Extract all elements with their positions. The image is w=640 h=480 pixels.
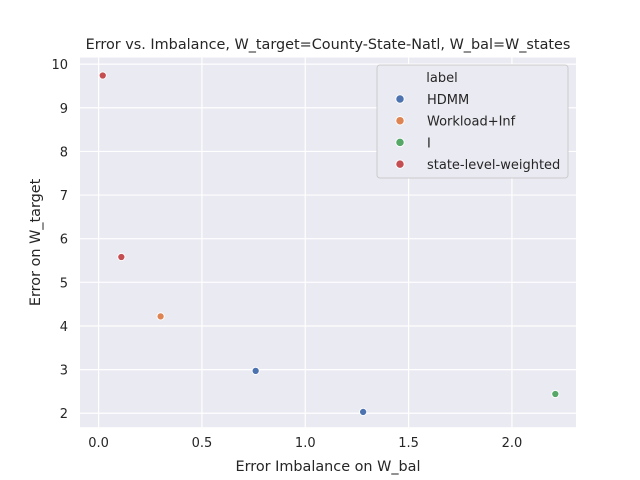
- legend-label-hdmm: HDMM: [427, 93, 469, 108]
- x-tick-label: 0.0: [88, 436, 109, 451]
- point-state-level-weighted: [98, 71, 107, 80]
- x-tick-label: 2.0: [502, 436, 523, 451]
- legend-label-workload-inf: Workload+Inf: [427, 115, 516, 130]
- y-tick-label: 10: [51, 58, 68, 73]
- y-tick-label: 2: [60, 407, 68, 422]
- point-hdmm: [251, 366, 260, 375]
- legend-box: [376, 64, 569, 179]
- y-gridlines: [80, 63, 576, 414]
- y-tick-label: 4: [60, 320, 68, 335]
- x-tick-label: 1.5: [398, 436, 419, 451]
- y-tick-label: 6: [60, 233, 68, 248]
- y-tick-label: 3: [60, 364, 68, 379]
- x-tick-label: 1.0: [295, 436, 316, 451]
- legend-marker-workload-inf: [395, 116, 405, 126]
- y-tick-labels: 2 3 4 5 6 7 8 9 10: [51, 58, 68, 422]
- y-tick-label: 8: [60, 145, 68, 160]
- x-tick-label: 0.5: [192, 436, 213, 451]
- y-tick-label: 7: [60, 189, 68, 204]
- data-points: [98, 71, 560, 416]
- legend-label-state-level-weighted: state-level-weighted: [427, 158, 560, 173]
- point-hdmm: [359, 407, 368, 416]
- legend-marker-hdmm: [395, 94, 405, 104]
- legend-marker-state-level-weighted: [395, 159, 405, 169]
- legend-marker-i: [395, 137, 405, 148]
- legend: label HDMM Workload+Inf Istate-level-weigh…: [376, 64, 569, 179]
- x-tick-labels: 0.0 0.5 1.0 1.5 2.0: [88, 436, 522, 451]
- point-workload-inf: [156, 312, 165, 321]
- y-axis-label: Error on W_target: [28, 178, 44, 306]
- x-axis-label: Error Imbalance on W_bal: [235, 459, 420, 475]
- chart-title: Error vs. Imbalance, W_target=County-Sta…: [86, 37, 571, 53]
- point-i: [551, 389, 560, 399]
- legend-title: label: [426, 71, 457, 86]
- legend-label-i: I: [427, 136, 431, 151]
- y-tick-label: 5: [60, 276, 68, 291]
- y-tick-label: 9: [60, 102, 68, 117]
- point-state-level-weighted: [117, 252, 126, 262]
